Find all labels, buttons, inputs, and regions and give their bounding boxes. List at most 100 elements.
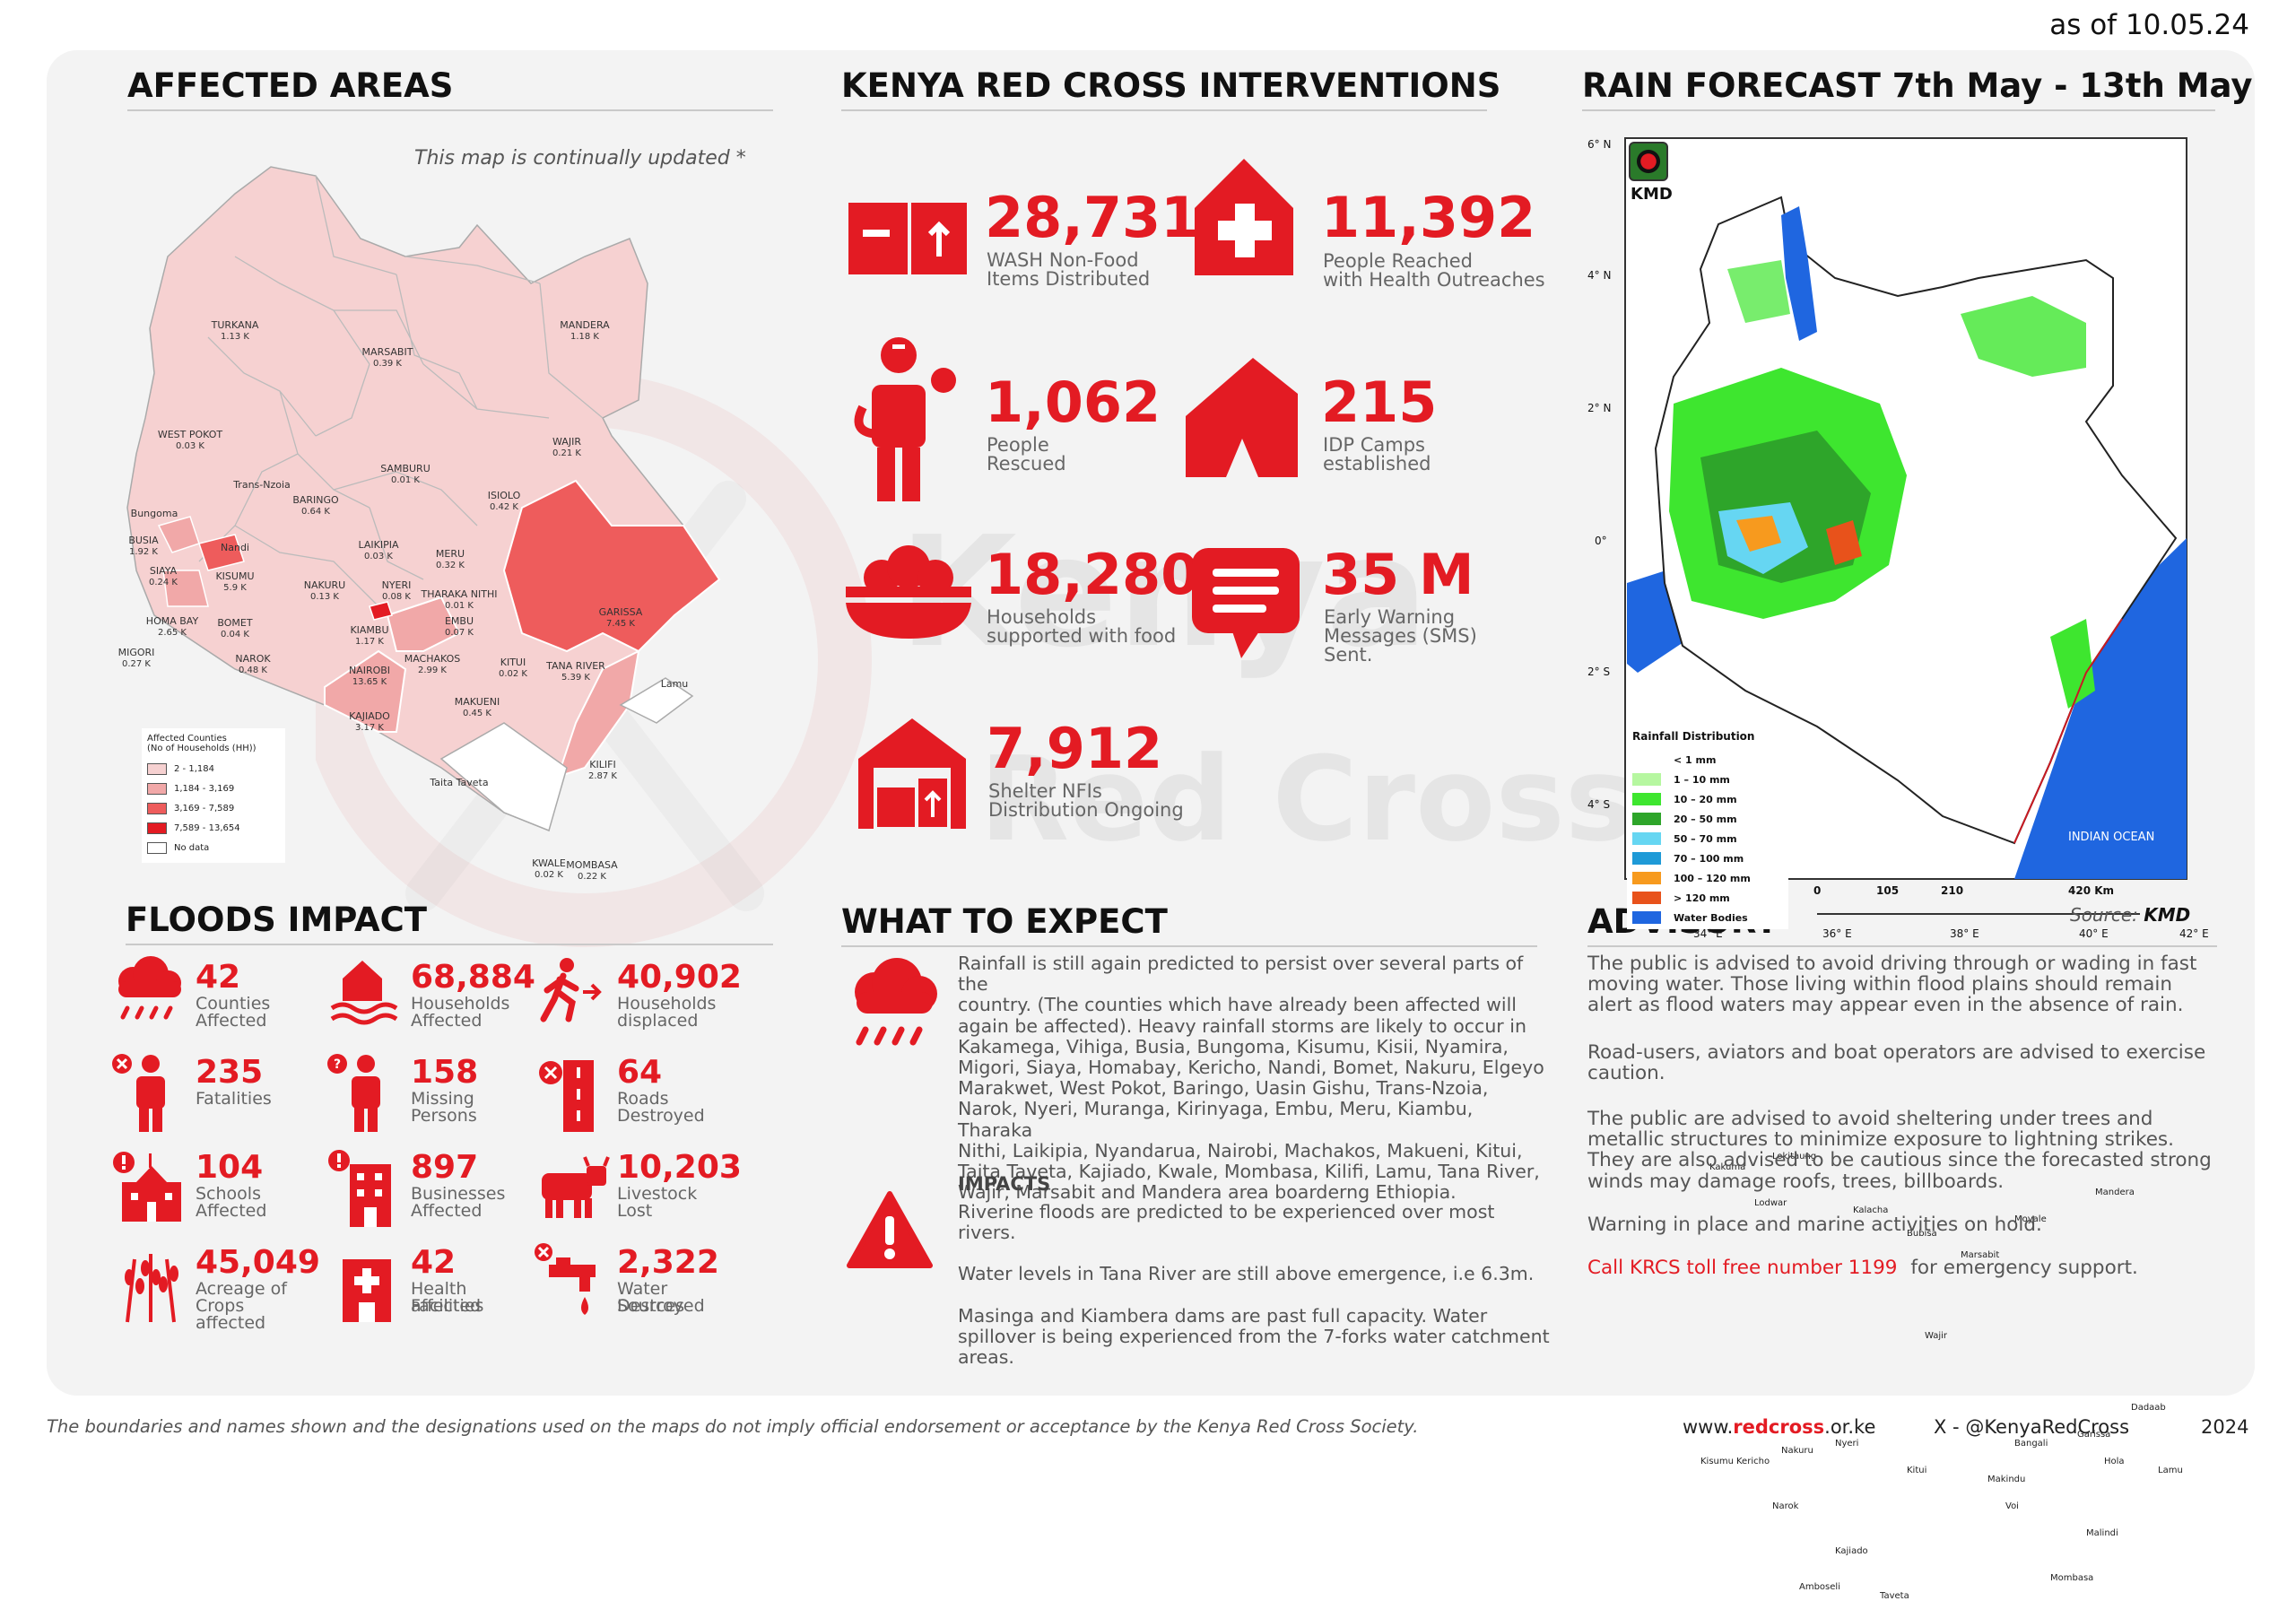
intervention-shelter: 7,912 Shelter NFIs Distribution Ongoing	[854, 714, 1248, 831]
intervention-rescued: 1,062 People Rescued	[845, 335, 1204, 506]
floods-impact-grid: 42 Counties Affected 68,884 Households Affect…	[109, 956, 791, 1387]
county-households: 0.01 K	[391, 475, 420, 485]
stat-value: 35 M	[1322, 542, 1474, 607]
stat-label: IDP Camps	[1323, 434, 1425, 456]
rainfall-legend-row: 50 – 70 mm	[1632, 829, 1783, 848]
town-label: Lodwar	[1754, 1198, 1787, 1208]
flood-stat-value: 42	[411, 1244, 457, 1281]
map-key-row: 1,184 - 3,169	[147, 779, 280, 798]
town-label: Taveta	[1880, 1591, 1909, 1601]
intervention-sms: 35 M Early Warning Messages (SMS) Sent.	[1187, 544, 1582, 669]
county-name: MARSABIT	[362, 346, 413, 358]
county-name: GARISSA	[599, 606, 643, 618]
rainfall-legend-row: < 1 mm	[1632, 750, 1783, 770]
town-label: Lokitaung	[1772, 1152, 1817, 1162]
legend-swatch	[1632, 872, 1661, 884]
footer-social[interactable]: X - @KenyaRedCross	[1934, 1416, 2130, 1438]
county-households: 0.02 K	[499, 669, 527, 679]
as-of-date: as of 10.05.24	[2049, 9, 2249, 41]
stat-label: Households	[987, 606, 1097, 628]
fatality-person-icon	[112, 1054, 165, 1132]
town-label: Amboseli	[1799, 1582, 1840, 1592]
heading-rain-forecast: RAIN FORECAST 7th May - 13th May	[1582, 66, 2253, 111]
county-name: WEST POKOT	[158, 429, 223, 440]
kmd-logo-icon	[1629, 142, 1668, 181]
scale-bar	[1817, 902, 2140, 915]
footer-year: 2024	[2201, 1416, 2249, 1438]
county-name: EMBU	[445, 615, 474, 627]
town-label: Wajir	[1925, 1331, 1948, 1341]
county-households: 0.24 K	[149, 578, 178, 587]
rainfall-legend-row: > 120 mm	[1632, 888, 1783, 908]
tent-icon	[1186, 358, 1298, 477]
expect-line: Wajir, Marsabit and Mandera area boarder…	[958, 1181, 1457, 1204]
legend-swatch	[1632, 813, 1661, 825]
map-update-note: This map is continually updated *	[414, 147, 746, 170]
flooded-house-icon	[330, 961, 398, 1025]
county-households: 2.65 K	[158, 628, 187, 638]
footer-url[interactable]: www.redcross.or.ke	[1683, 1416, 1875, 1438]
stat-label: Sent.	[1324, 644, 1373, 666]
county-name: NAROK	[235, 653, 271, 665]
toll-free-call[interactable]: Call KRCS toll free number 1199	[1587, 1257, 1898, 1279]
county-name: ISIOLO	[488, 490, 521, 501]
county-households: 0.03 K	[176, 441, 204, 451]
stat-label: Early Warning	[1324, 606, 1456, 628]
flood-stat-label: Affected	[196, 1201, 267, 1221]
flood-stat-label: Affected	[411, 1201, 483, 1221]
map-key-label: 1,184 - 3,169	[174, 783, 235, 794]
county-households: 0.03 K	[364, 552, 393, 561]
advisory-paragraph-3: The public are advised to avoid shelteri…	[1587, 1109, 2215, 1192]
toll-free-suffix: for emergency support.	[1904, 1257, 2138, 1279]
county-name: KAJIADO	[349, 710, 390, 722]
county-name: KITUI	[500, 657, 526, 668]
map-key-label: 2 - 1,184	[174, 763, 214, 774]
county-name: Bungoma	[131, 508, 178, 519]
stat-label: Items Distributed	[987, 268, 1151, 290]
town-label: Bubisa	[1907, 1229, 1937, 1239]
county-name: BARINGO	[292, 494, 339, 506]
county-households: 5.39 K	[561, 673, 590, 683]
flood-stat: 42 Health Facilities affected	[325, 1241, 531, 1331]
county-name: NAKURU	[304, 579, 345, 591]
intervention-food: 18,280 Households supported with food	[841, 542, 1200, 658]
legend-swatch	[1632, 793, 1661, 805]
advisory-line: caution.	[1587, 1062, 1665, 1085]
legend-label: 100 – 120 mm	[1674, 872, 1751, 884]
flood-stat: 104 Schools Affected	[109, 1146, 316, 1236]
county-name: SAMBURU	[380, 463, 430, 474]
stat-label: WASH Non-Food	[987, 249, 1139, 271]
flood-stat-label: Businesses	[411, 1184, 506, 1204]
expect-line: Marakwet, West Pokot, Baringo, Uasin Gis…	[958, 1077, 1489, 1100]
county-name: MIGORI	[118, 647, 155, 658]
town-label: Mandera	[2095, 1188, 2135, 1197]
source-value: KMD	[2144, 904, 2191, 926]
county-name: WAJIR	[552, 436, 581, 448]
flood-stat-label: Counties	[196, 994, 271, 1014]
expect-line: again be affected). Heavy rainfall storm…	[958, 1014, 1526, 1037]
impact-line: spillover is being experienced from the …	[958, 1325, 1550, 1347]
school-icon	[113, 1152, 181, 1222]
town-label: Dadaab	[2131, 1403, 2166, 1413]
rescuer-icon	[854, 337, 956, 501]
county-name: MAKUENI	[455, 696, 500, 708]
county-name: Taita Taveta	[429, 777, 488, 788]
town-label: Kalacha	[1853, 1205, 1889, 1215]
heading-floods-impact: FLOODS IMPACT	[126, 901, 773, 945]
advisory-line: Road-users, aviators and boat operators …	[1587, 1041, 2206, 1064]
warning-icon	[847, 1191, 933, 1268]
rainfall-legend-row: 100 – 120 mm	[1632, 868, 1783, 888]
flood-stat-value: 897	[411, 1149, 479, 1186]
flood-stat: 10,203 Livestock Lost	[531, 1146, 742, 1236]
map-key-row: No data	[147, 838, 280, 857]
missing-person-icon: ?	[327, 1054, 380, 1132]
county-households: 0.13 K	[310, 592, 339, 602]
intervention-health: 11,392 People Reached with Health Outrea…	[1190, 154, 1585, 298]
impacts-text: Riverine floods are predicted to be expe…	[958, 1201, 1550, 1368]
county-name: NYERI	[382, 579, 412, 591]
flood-stat-label: Roads	[617, 1089, 669, 1109]
county-households: 0.39 K	[373, 359, 402, 369]
county-name: LAIKIPIA	[358, 539, 398, 551]
legend-label: 10 – 20 mm	[1674, 793, 1737, 805]
